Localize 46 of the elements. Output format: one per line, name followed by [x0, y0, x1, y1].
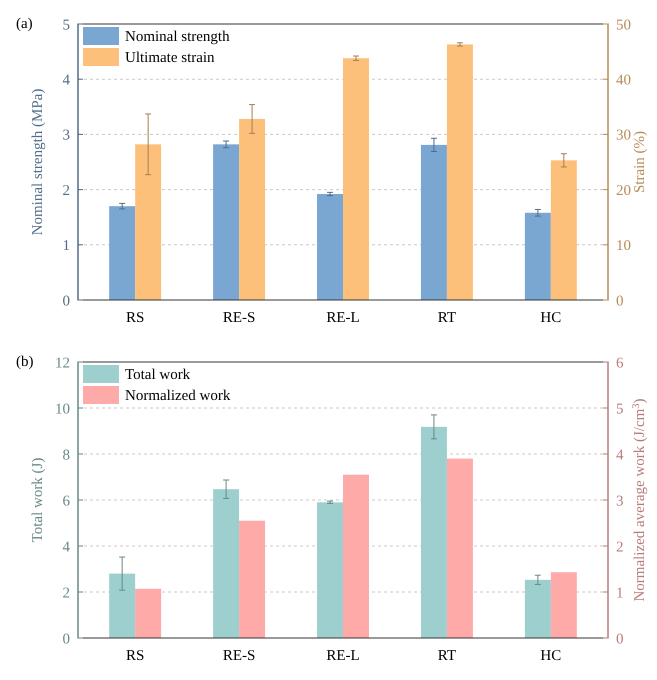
- x-tick-label: RE-L: [326, 310, 360, 326]
- x-tick-label: RE-L: [326, 648, 360, 664]
- chart-title: (b): [16, 354, 34, 370]
- legend-label: Nominal strength: [125, 29, 230, 45]
- x-tick-label: RT: [438, 648, 456, 664]
- y-tick-label: 6: [62, 493, 70, 510]
- y2-tick-label: 2: [616, 539, 624, 556]
- y-tick-label: 8: [62, 447, 70, 464]
- y2-tick-label: 10: [616, 238, 631, 254]
- y2-tick-label: 5: [616, 401, 624, 418]
- bar: [343, 58, 369, 300]
- y-tick-label: 3: [62, 128, 70, 144]
- x-tick-label: RE-S: [222, 648, 256, 664]
- legend-label: Normalized work: [125, 388, 231, 404]
- x-tick-label: RE-S: [222, 310, 256, 326]
- y2-tick-label: 0: [616, 293, 624, 310]
- y-axis-title: Total work (J): [30, 458, 46, 542]
- y-tick-label: 12: [55, 355, 70, 372]
- x-tick-label: RS: [126, 648, 144, 664]
- y2-tick-label: 0: [616, 631, 624, 648]
- y2-tick-label: 50: [616, 17, 631, 34]
- y2-tick-label: 1: [616, 585, 624, 602]
- x-tick-label: RT: [438, 310, 456, 326]
- y2-tick-label: 40: [616, 72, 631, 88]
- x-tick-label: RS: [126, 310, 144, 326]
- y2-tick-label: 20: [616, 182, 631, 199]
- y2-tick-label: 3: [616, 493, 624, 510]
- y2-tick-label: 30: [616, 128, 631, 144]
- y-tick-label: 5: [62, 17, 70, 34]
- y-tick-label: 0: [62, 293, 70, 310]
- x-tick-label: HC: [540, 310, 562, 326]
- legend-label: Ultimate strain: [125, 50, 216, 66]
- x-tick-label: HC: [540, 648, 562, 664]
- y2-tick-label: 4: [616, 447, 624, 464]
- y2-tick-label: 6: [616, 355, 624, 372]
- y-tick-label: 0: [62, 631, 70, 648]
- y-tick-label: 4: [62, 72, 70, 88]
- y-tick-label: 10: [55, 401, 70, 418]
- legend-label: Total work: [125, 367, 191, 383]
- y-tick-label: 2: [62, 182, 70, 199]
- y2-axis-title: Strain (%): [632, 130, 648, 194]
- y-tick-label: 4: [62, 539, 70, 556]
- y-tick-label: 1: [62, 238, 70, 254]
- chart-title: (a): [16, 16, 33, 32]
- y-axis-title: Nominal strength (MPa): [30, 88, 46, 236]
- y-tick-label: 2: [62, 585, 70, 602]
